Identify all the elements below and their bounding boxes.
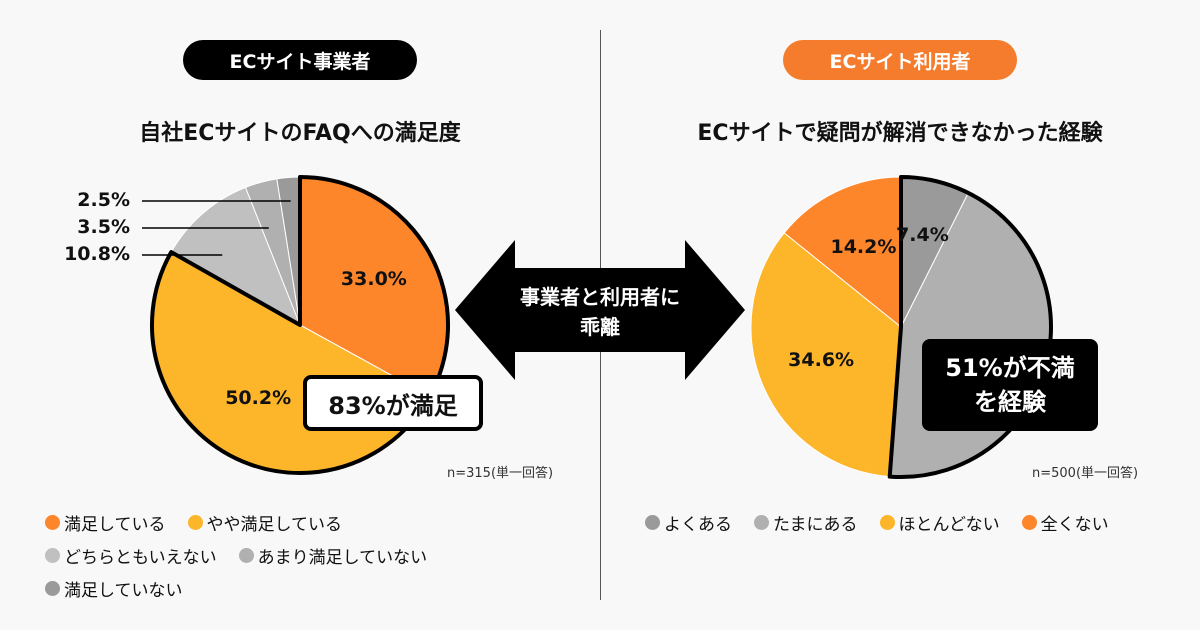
arrow-text-line1: 事業者と利用者に — [520, 285, 680, 309]
pie-slice — [783, 176, 902, 329]
data-label: 3.5% — [77, 216, 130, 238]
legend-label: 全くない — [1040, 515, 1109, 535]
highlight-outline — [887, 175, 1053, 479]
right-callout-line2: を経験 — [974, 388, 1046, 416]
legend-swatch — [45, 548, 60, 563]
right-badge: ECサイト利用者 — [783, 40, 1017, 80]
legend-swatch — [1021, 515, 1037, 530]
arrow-text: 事業者と利用者に 乖離 — [470, 282, 730, 342]
data-label: 50.2% — [225, 386, 292, 409]
pie-slice — [170, 186, 301, 327]
pie-slice — [750, 232, 902, 478]
legend-label: 満足していない — [64, 581, 183, 601]
legend-label: あまり満足していない — [257, 548, 428, 568]
data-label: 10.8% — [64, 243, 130, 265]
legend-item: やや満足している — [187, 510, 343, 535]
data-label: 2.5% — [77, 189, 130, 211]
legend-item: ほとんどない — [879, 510, 1000, 535]
legend-item: たまにある — [754, 510, 858, 535]
left-badge: ECサイト事業者 — [183, 40, 417, 80]
legend-swatch — [754, 515, 769, 530]
legend-item: どちらともいえない — [45, 543, 217, 568]
right-sample-note: n=500(単一回答) — [1032, 466, 1139, 481]
legend-label: たまにある — [773, 515, 858, 535]
legend-label: やや満足している — [206, 515, 343, 535]
data-label: 14.2% — [830, 235, 897, 258]
legend-swatch — [238, 548, 254, 563]
left-callout: 83%が満足 — [303, 375, 483, 431]
legend-swatch — [187, 515, 203, 530]
right-chart-title: ECサイトで疑問が解消できなかった経験 — [697, 121, 1103, 146]
highlight-outline — [150, 175, 450, 475]
legend-swatch — [45, 515, 60, 530]
legend-label: どちらともいえない — [64, 548, 217, 568]
legend-swatch — [645, 515, 660, 530]
right-callout: 51%が不満 を経験 — [922, 339, 1098, 431]
right-callout-line1: 51%が不満 — [945, 354, 1075, 382]
legend-item: よくある — [645, 510, 732, 535]
legend-item: 全くない — [1021, 510, 1109, 535]
legend-item: あまり満足していない — [238, 543, 428, 568]
data-label: 7.4% — [896, 223, 949, 246]
left-chart-title: 自社ECサイトのFAQへの満足度 — [139, 121, 461, 146]
legend-item: 満足している — [45, 510, 166, 535]
legend-label: よくある — [664, 515, 732, 535]
data-label: 34.6% — [788, 348, 855, 371]
legend-label: 満足している — [64, 515, 166, 535]
left-legend: 満足している やや満足しているどちらともいえない あまり満足していない満足していない — [45, 510, 525, 601]
legend-swatch — [879, 515, 895, 530]
legend-label: ほとんどない — [898, 515, 1000, 535]
right-legend: よくある たまにある ほとんどない 全くない — [645, 510, 1125, 535]
double-arrow — [455, 240, 745, 380]
arrow-text-line2: 乖離 — [580, 315, 620, 339]
legend-item: 満足していない — [45, 576, 183, 601]
left-sample-note: n=315(単一回答) — [447, 466, 554, 481]
legend-swatch — [45, 581, 60, 596]
data-label: 33.0% — [340, 268, 407, 291]
